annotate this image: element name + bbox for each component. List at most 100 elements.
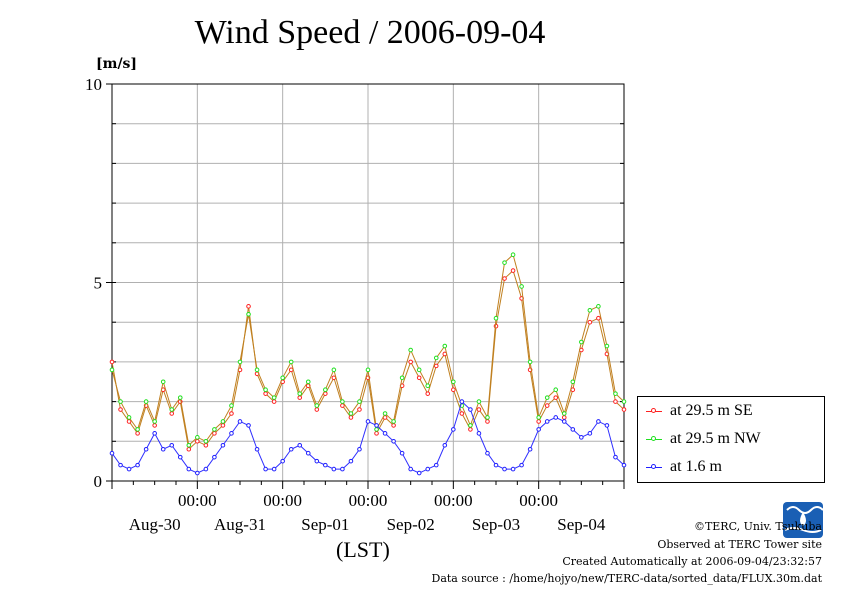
data-point-0 xyxy=(553,395,559,400)
legend-swatch-nw xyxy=(646,435,662,441)
legend: at 29.5 m SE at 29.5 m NW at 1.6 m xyxy=(637,396,825,483)
data-point-2 xyxy=(305,450,311,456)
data-point-1 xyxy=(621,399,627,404)
legend-swatch-low xyxy=(646,463,662,469)
data-point-0 xyxy=(152,423,157,428)
data-point-2 xyxy=(271,466,277,472)
data-point-1 xyxy=(485,415,490,420)
data-point-0 xyxy=(297,395,303,400)
legend-item-nw: at 29.5 m NW xyxy=(646,429,761,449)
data-point-1 xyxy=(382,411,388,416)
data-point-2 xyxy=(544,419,550,424)
data-point-1 xyxy=(357,399,362,404)
data-point-1 xyxy=(442,343,448,349)
data-point-2 xyxy=(553,415,559,420)
data-point-0 xyxy=(391,423,396,428)
data-point-0 xyxy=(263,391,268,396)
data-point-1 xyxy=(288,359,294,365)
data-point-0 xyxy=(186,446,192,452)
data-point-2 xyxy=(340,466,345,472)
data-point-1 xyxy=(596,304,601,309)
data-point-1 xyxy=(570,379,576,385)
data-point-1 xyxy=(271,395,277,400)
data-point-1 xyxy=(152,419,157,424)
data-point-0 xyxy=(596,315,601,321)
data-point-1 xyxy=(399,375,405,381)
x-time-label: 00:00 xyxy=(349,491,388,510)
data-point-0 xyxy=(485,419,490,424)
legend-swatch-se xyxy=(646,407,662,413)
data-point-2 xyxy=(536,427,541,432)
data-point-1 xyxy=(169,407,175,412)
data-point-2 xyxy=(604,423,610,428)
x-axis-label: (LST) xyxy=(336,537,390,562)
data-point-2 xyxy=(152,431,157,436)
data-point-2 xyxy=(451,427,456,432)
data-point-1 xyxy=(297,391,303,396)
data-point-2 xyxy=(212,454,217,460)
data-point-1 xyxy=(340,399,345,404)
data-point-2 xyxy=(186,466,192,472)
data-point-1 xyxy=(579,339,584,345)
x-date-label: Sep-01 xyxy=(301,515,349,534)
data-point-1 xyxy=(229,403,234,408)
x-date-label: Sep-03 xyxy=(472,515,520,534)
data-point-0 xyxy=(536,419,541,424)
data-point-1 xyxy=(468,423,473,428)
footer-copyright: ©TERC, Univ. Tsukuba xyxy=(693,520,822,533)
data-point-1 xyxy=(109,367,115,373)
data-point-1 xyxy=(604,343,610,349)
x-date-label: Aug-31 xyxy=(214,515,266,534)
data-point-2 xyxy=(263,466,268,472)
data-point-0 xyxy=(126,419,132,424)
data-point-0 xyxy=(203,442,209,448)
data-point-2 xyxy=(502,466,507,472)
legend-label-low: at 1.6 m xyxy=(670,458,722,475)
data-point-1 xyxy=(391,419,396,424)
data-point-1 xyxy=(527,359,533,365)
data-point-2 xyxy=(570,427,576,432)
data-point-2 xyxy=(485,450,490,456)
data-point-0 xyxy=(544,403,550,408)
data-point-0 xyxy=(561,415,567,420)
data-point-1 xyxy=(374,427,379,432)
data-point-2 xyxy=(442,442,448,448)
data-point-2 xyxy=(596,419,601,424)
data-point-2 xyxy=(510,466,516,472)
data-point-2 xyxy=(561,419,567,424)
data-point-1 xyxy=(476,399,482,404)
x-date-label: Sep-02 xyxy=(387,515,435,534)
data-point-1 xyxy=(237,359,243,365)
data-point-1 xyxy=(314,403,320,408)
x-date-label: Aug-30 xyxy=(129,515,181,534)
data-point-1 xyxy=(280,375,285,381)
legend-label-se: at 29.5 m SE xyxy=(670,402,753,419)
footer-source: Data source : /home/hojyo/new/TERC-data/… xyxy=(431,572,823,585)
data-point-2 xyxy=(468,407,473,412)
data-point-2 xyxy=(177,454,183,460)
data-point-2 xyxy=(195,470,200,476)
data-point-2 xyxy=(519,462,524,468)
data-point-2 xyxy=(382,431,388,436)
x-time-label: 00:00 xyxy=(519,491,558,510)
data-point-1 xyxy=(331,367,337,373)
data-point-0 xyxy=(348,415,354,420)
data-point-0 xyxy=(212,431,217,436)
data-point-2 xyxy=(143,446,149,452)
data-point-0 xyxy=(468,427,473,432)
data-point-0 xyxy=(570,387,576,392)
data-point-1 xyxy=(135,427,140,432)
data-point-2 xyxy=(118,462,123,468)
data-point-2 xyxy=(357,446,362,452)
data-point-1 xyxy=(408,347,413,353)
data-point-2 xyxy=(527,446,533,452)
data-point-0 xyxy=(408,359,413,365)
data-point-2 xyxy=(587,431,593,436)
data-point-0 xyxy=(271,399,277,404)
data-point-1 xyxy=(160,379,166,385)
data-point-0 xyxy=(357,407,362,412)
data-point-1 xyxy=(348,411,354,416)
data-point-2 xyxy=(408,466,413,472)
data-point-2 xyxy=(314,458,320,464)
data-point-1 xyxy=(177,395,183,400)
